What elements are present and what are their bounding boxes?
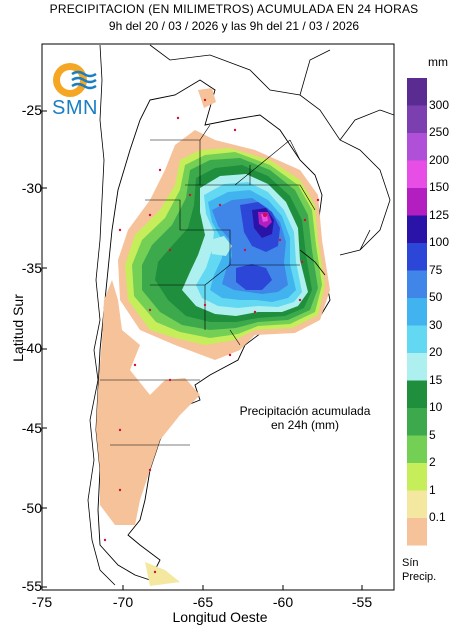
y-tick-label: -45 (21, 420, 42, 436)
legend-swatch (407, 78, 427, 106)
legend-no-precip-line-2: Precip. (402, 571, 437, 583)
legend-swatch (407, 243, 427, 271)
map-title: PRECIPITACION (EN MILIMETROS) ACUMULADA … (49, 2, 419, 16)
legend-level-label: 0.1 (429, 510, 446, 524)
precip-0-1-west (96, 280, 200, 525)
station-markers (103, 98, 320, 574)
legend-level-label: 15 (429, 372, 443, 387)
x-tick-label: -75 (31, 594, 53, 610)
legend-swatch (407, 380, 427, 408)
legend-swatch (407, 408, 427, 436)
y-tick-label: -50 (21, 500, 42, 516)
x-tick-label: -65 (192, 594, 214, 610)
x-tick-label: -60 (272, 594, 294, 610)
y-tick-label: -30 (21, 180, 42, 196)
y-tick-label: -40 (21, 340, 42, 356)
legend-level-label: 5 (429, 427, 436, 442)
precip-75mm-b (236, 264, 272, 290)
chile-coast-line (87, 44, 116, 586)
neighbour-borders (149, 44, 394, 256)
legend-level-label: 300 (429, 97, 450, 112)
legend-swatch (407, 270, 427, 298)
x-tick-label: -55 (351, 594, 373, 610)
legend-no-precip-label: Sín Precip. (402, 556, 436, 584)
map-annotation: Precipitación acumulada en 24h (mm) (225, 404, 385, 432)
legend-level-label: 30 (429, 317, 443, 332)
y-axis-label: Latitud Sur (10, 294, 26, 362)
precip-0-1-tip (198, 88, 216, 108)
precip-fuegia (145, 562, 180, 586)
legend-level-label: 125 (429, 207, 450, 222)
legend-level-label: 150 (429, 180, 450, 194)
legend-level-label: 20 (429, 345, 443, 359)
legend-swatch (407, 435, 427, 463)
precip-dry-hole (210, 236, 232, 256)
legend-swatch (407, 490, 427, 518)
legend-swatch (407, 160, 427, 188)
legend-swatch (407, 325, 427, 353)
legend-swatch (407, 133, 427, 161)
legend-swatch (407, 463, 427, 491)
legend-level-label: 1 (429, 482, 436, 497)
legend-colorbar (407, 78, 427, 546)
legend-level-label: 50 (429, 290, 443, 304)
legend-swatch (407, 215, 427, 243)
map-subtitle: 9h del 20 / 03 / 2026 y las 9h del 21 / … (108, 19, 360, 33)
rio-de-la-plata (299, 249, 326, 276)
legend-unit: mm (428, 55, 448, 69)
legend-level-label: 200 (429, 152, 450, 167)
x-tick-label: -70 (112, 594, 134, 610)
legend-swatch (407, 188, 427, 216)
legend-swatch (407, 298, 427, 326)
province-borders (100, 124, 316, 446)
x-axis-label: Longitud Oeste (172, 609, 268, 625)
legend-swatch (407, 105, 427, 133)
legend-level-label: 75 (429, 262, 443, 277)
legend-level-label: 250 (429, 125, 450, 139)
smn-logo-text: SMN (52, 97, 98, 119)
y-tick-label: -25 (21, 102, 42, 118)
legend-level-label: 10 (429, 400, 443, 414)
legend-swatch (407, 518, 427, 546)
legend-level-label: 2 (429, 455, 436, 469)
legend-no-precip-line-1: Sín (402, 557, 419, 569)
axis-ticks (42, 110, 363, 590)
legend-level-label: 100 (429, 235, 450, 249)
annotation-line-2: en 24h (mm) (270, 418, 340, 432)
y-tick-label: -35 (21, 260, 42, 276)
smn-logo-icon (53, 63, 97, 97)
legend-swatch (407, 353, 427, 381)
y-tick-label: -55 (21, 578, 42, 594)
annotation-line-1: Precipitación acumulada (239, 404, 371, 418)
